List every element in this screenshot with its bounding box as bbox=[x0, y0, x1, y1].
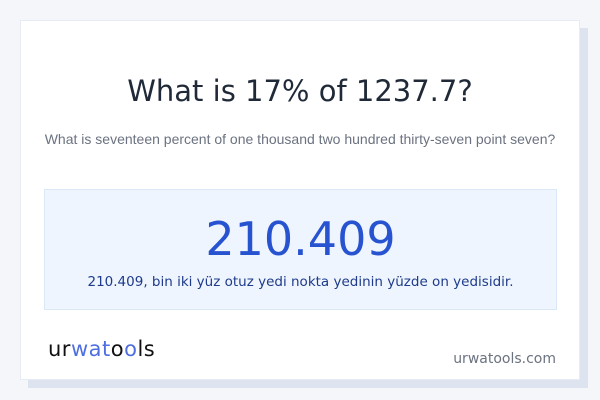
page-title: What is 17% of 1237.7? bbox=[127, 74, 473, 108]
result-box: 210.409 210.409, bin iki yüz otuz yedi n… bbox=[44, 189, 557, 310]
site-link[interactable]: urwatools.com bbox=[453, 351, 556, 367]
urwatools-logo[interactable]: urwatools bbox=[48, 337, 156, 361]
result-value: 210.409 bbox=[205, 212, 396, 266]
result-in-words: 210.409, bin iki yüz otuz yedi nokta yed… bbox=[87, 274, 514, 290]
question-in-words: What is seventeen percent of one thousan… bbox=[44, 131, 556, 147]
